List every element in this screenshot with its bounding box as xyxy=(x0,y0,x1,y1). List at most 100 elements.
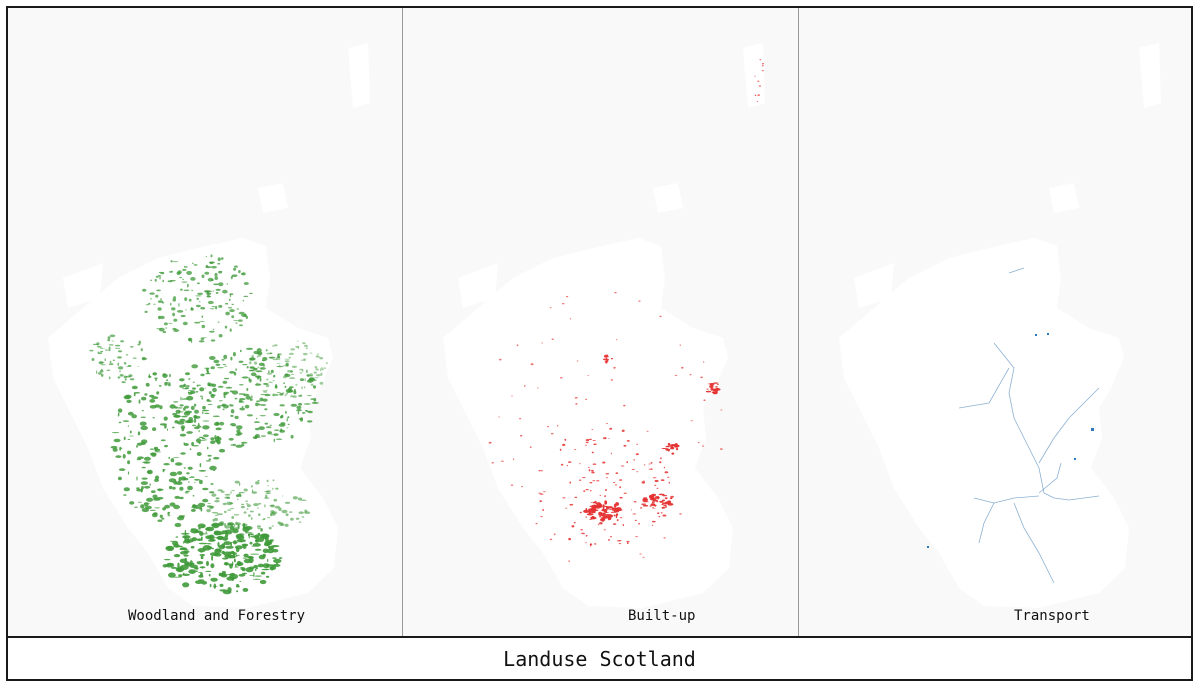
landuse-patch xyxy=(241,543,249,547)
landuse-patch xyxy=(706,388,709,390)
landuse-patch xyxy=(258,362,265,366)
landuse-patch xyxy=(123,487,130,492)
landuse-patch xyxy=(233,527,240,530)
landuse-patch xyxy=(210,577,218,582)
landuse-patch xyxy=(260,404,267,406)
landuse-patch xyxy=(169,373,171,378)
landuse-patch xyxy=(585,441,589,444)
landuse-patch xyxy=(246,504,251,507)
landuse-patch xyxy=(214,435,217,440)
landuse-patch xyxy=(131,385,138,390)
landuse-patch xyxy=(182,582,190,588)
landuse-patch xyxy=(265,426,272,429)
landuse-patch xyxy=(212,387,217,393)
landuse-patch xyxy=(299,378,305,381)
landuse-patch xyxy=(137,366,140,367)
landuse-patch xyxy=(665,504,667,509)
landuse-patch xyxy=(245,315,248,320)
landuse-patch xyxy=(313,371,317,374)
landuse-patch xyxy=(307,395,312,397)
landuse-patch xyxy=(246,388,249,391)
landuse-patch xyxy=(310,398,315,400)
landuse-patch xyxy=(610,379,613,381)
landuse-patch xyxy=(98,361,104,365)
landuse-patch xyxy=(193,567,195,569)
landuse-patch xyxy=(309,373,313,376)
landuse-patch xyxy=(266,378,269,381)
landuse-patch xyxy=(170,302,172,306)
landuse-patch xyxy=(240,505,245,509)
landuse-patch xyxy=(178,515,186,517)
landuse-patch xyxy=(202,409,210,412)
landuse-patch xyxy=(221,571,226,574)
landuse-patch xyxy=(173,554,181,558)
landuse-patch xyxy=(127,471,130,475)
landuse-patch xyxy=(227,307,233,309)
landuse-patch xyxy=(166,428,169,431)
transport-hub xyxy=(1047,333,1049,335)
landuse-patch xyxy=(278,507,282,512)
landuse-patch xyxy=(590,502,593,503)
landuse-patch xyxy=(221,359,225,361)
landuse-patch xyxy=(569,318,571,320)
landuse-patch xyxy=(585,489,589,491)
landuse-patch xyxy=(226,501,233,506)
landuse-patch xyxy=(634,519,637,522)
landuse-patch xyxy=(639,553,642,555)
landuse-patch xyxy=(588,466,590,469)
landuse-patch xyxy=(270,510,275,514)
landuse-patch xyxy=(218,544,226,550)
landuse-patch xyxy=(154,507,160,509)
landuse-patch xyxy=(158,315,161,320)
landuse-patch xyxy=(221,403,226,406)
landuse-patch xyxy=(131,414,137,419)
landuse-patch xyxy=(123,494,127,496)
landuse-patch xyxy=(282,365,288,367)
landuse-patch xyxy=(239,407,246,411)
landuse-patch xyxy=(264,422,269,425)
landuse-patch xyxy=(210,366,215,370)
landuse-patch xyxy=(539,493,544,495)
landuse-patch xyxy=(196,304,201,308)
landuse-patch xyxy=(530,363,534,366)
landuse-patch xyxy=(123,395,131,400)
landuse-patch xyxy=(162,469,165,473)
landuse-patch xyxy=(163,322,168,326)
landuse-patch xyxy=(186,431,193,434)
landuse-patch xyxy=(141,357,148,360)
landuse-patch xyxy=(276,363,281,364)
landuse-patch xyxy=(232,528,239,534)
landuse-patch xyxy=(108,363,114,366)
landuse-patch xyxy=(615,502,619,506)
landuse-patch xyxy=(226,576,235,581)
landuse-patch xyxy=(245,395,252,400)
landuse-patch xyxy=(129,435,134,437)
landuse-patch xyxy=(258,502,262,505)
landuse-patch xyxy=(142,461,149,463)
landuse-patch xyxy=(238,393,246,395)
landuse-patch xyxy=(639,507,643,509)
landuse-patch xyxy=(321,368,324,371)
landuse-patch xyxy=(511,484,513,487)
landuse-patch xyxy=(277,521,281,524)
landuse-patch xyxy=(200,373,205,377)
landuse-patch xyxy=(606,514,613,518)
landuse-patch xyxy=(564,438,567,441)
landuse-patch xyxy=(190,528,199,534)
landuse-patch xyxy=(266,352,272,355)
landuse-patch xyxy=(251,395,253,399)
landuse-patch xyxy=(264,393,271,397)
landuse-patch xyxy=(650,462,653,464)
landuse-patch xyxy=(129,430,132,434)
transport-line xyxy=(973,495,1040,504)
landuse-patch xyxy=(173,329,180,332)
landuse-patch xyxy=(587,375,589,377)
landuse-patch xyxy=(214,500,220,503)
landuse-patch xyxy=(179,378,185,382)
landuse-patch xyxy=(611,507,617,511)
landuse-patch xyxy=(111,432,120,434)
landuse-patch xyxy=(152,494,158,499)
landuse-patch xyxy=(143,456,151,461)
landuse-patch xyxy=(243,553,249,558)
landuse-patch xyxy=(247,533,251,537)
